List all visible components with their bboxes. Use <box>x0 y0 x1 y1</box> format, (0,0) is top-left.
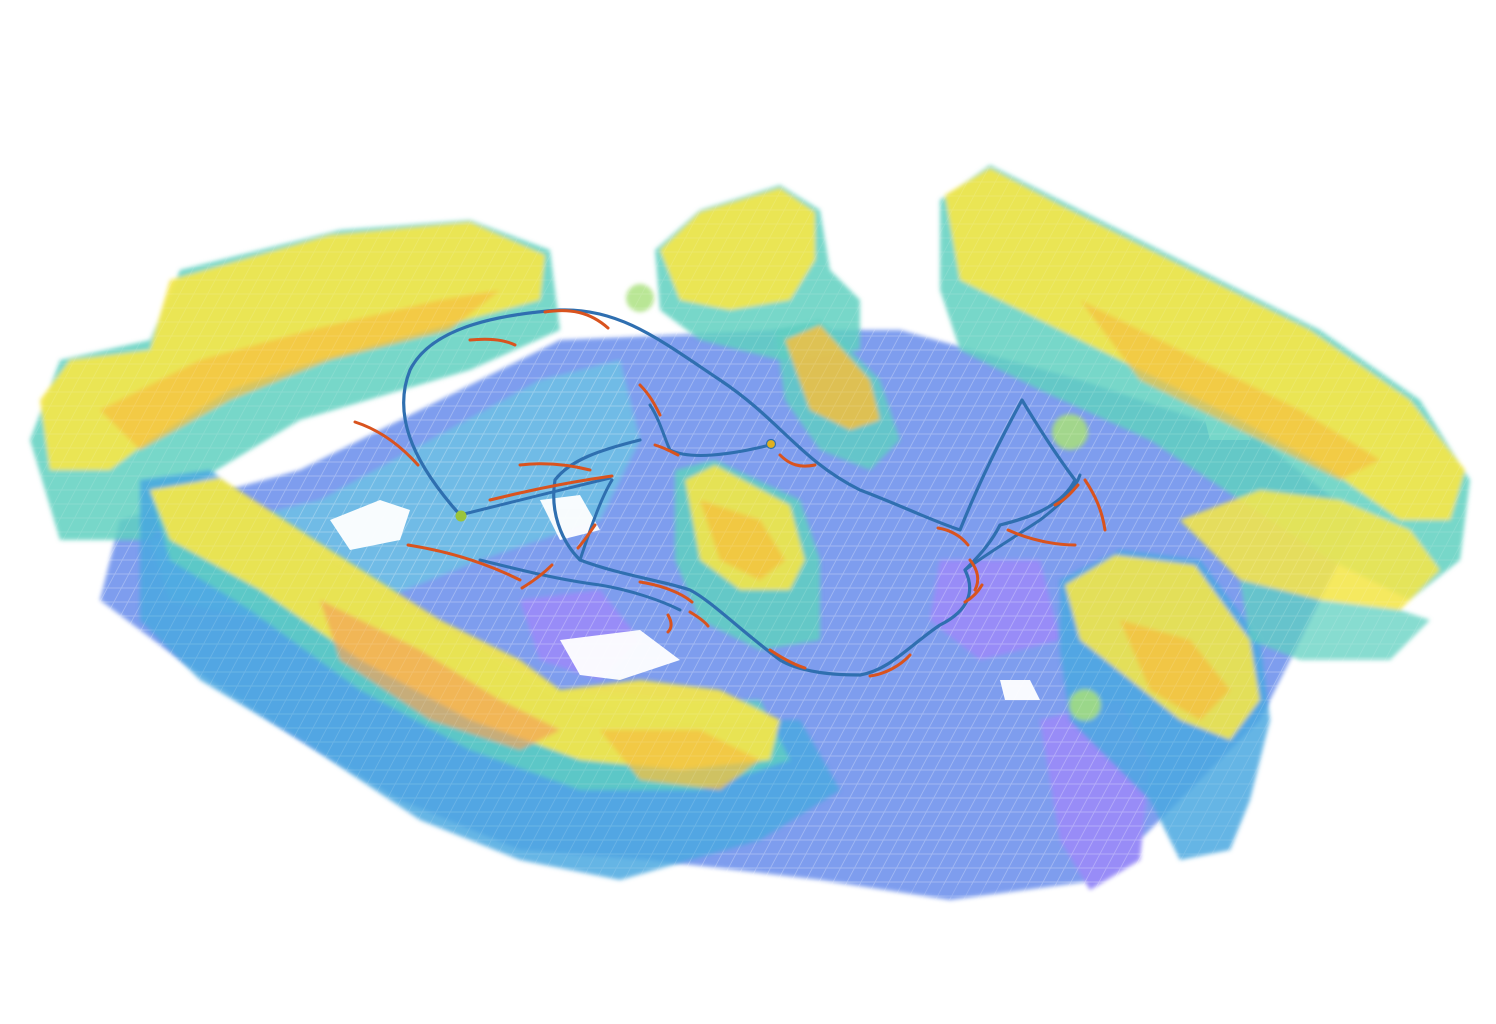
segment <box>936 526 970 547</box>
segment <box>768 648 807 670</box>
segment <box>543 309 610 330</box>
segment <box>1006 528 1077 547</box>
segment <box>488 474 614 502</box>
segment <box>406 543 522 582</box>
segment <box>353 420 420 467</box>
wall-grid-overlay <box>30 165 1470 885</box>
start-marker <box>455 510 467 522</box>
trajectory-path <box>578 478 614 562</box>
segment <box>518 462 592 472</box>
segment <box>468 337 517 347</box>
segment <box>576 523 597 550</box>
trajectory-segments <box>353 309 1107 678</box>
trajectory-layer <box>353 308 1107 678</box>
segment <box>653 443 680 457</box>
segment <box>666 613 673 634</box>
segment <box>963 583 984 604</box>
segment <box>1053 483 1080 507</box>
segment <box>688 610 710 628</box>
trajectory-path <box>458 476 612 517</box>
segment <box>868 653 912 678</box>
segment <box>778 453 817 468</box>
segment <box>520 563 554 590</box>
trajectory-path <box>402 308 1077 677</box>
trajectory-path <box>478 558 682 612</box>
segment <box>968 558 980 592</box>
waypoint-marker <box>765 438 777 450</box>
segment <box>638 580 694 604</box>
segment <box>638 383 662 417</box>
segment <box>1083 478 1107 532</box>
